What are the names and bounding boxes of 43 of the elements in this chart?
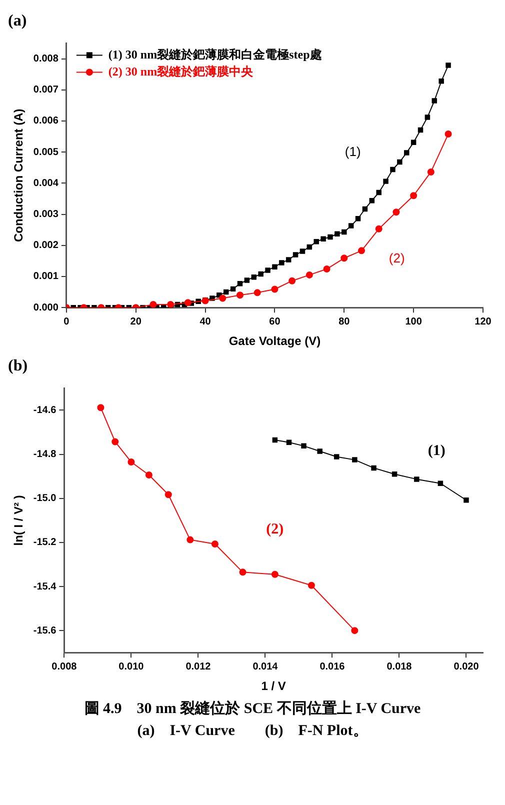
legend-label: (2) 30 nm裂縫於鈀薄膜中央 bbox=[108, 64, 254, 78]
y-tick-label: 0.004 bbox=[33, 178, 59, 189]
series-label: (1) bbox=[428, 443, 446, 460]
y-tick-label: -14.8 bbox=[33, 449, 57, 460]
y-tick-label: -14.6 bbox=[33, 404, 57, 416]
y-axis-title: ln( I / V² ) bbox=[12, 495, 26, 546]
y-axis-title: Conduction Current (A) bbox=[12, 108, 26, 242]
caption: 圖 4.9 30 nm 裂縫位於 SCE 不同位置上 I-V Curve bbox=[83, 699, 422, 719]
legend-label: (1) 30 nm裂縫於鈀薄膜和白金電極step處 bbox=[108, 47, 322, 62]
x-tick-label: 0.012 bbox=[186, 661, 212, 672]
y-tick-label: 0.008 bbox=[33, 54, 59, 65]
y-tick-label: 0.001 bbox=[33, 271, 59, 282]
chart-title: (b) bbox=[8, 358, 28, 375]
annotation: (1) bbox=[344, 144, 361, 160]
y-tick-label: -15.4 bbox=[33, 581, 57, 592]
x-axis-title: 1 / V bbox=[261, 679, 286, 694]
y-tick-label: 0.007 bbox=[33, 84, 59, 96]
x-axis-title: Gate Voltage (V) bbox=[228, 334, 321, 348]
y-tick-label: 0.000 bbox=[33, 302, 59, 314]
x-tick-label: 20 bbox=[130, 316, 142, 328]
y-tick-label: 0.003 bbox=[33, 209, 59, 220]
y-tick-label: -15.0 bbox=[33, 493, 57, 504]
y-tick-label: 0.005 bbox=[33, 146, 59, 158]
x-tick-label: 60 bbox=[269, 316, 281, 328]
y-tick-label: 0.006 bbox=[33, 116, 59, 127]
x-tick-label: 0.014 bbox=[252, 661, 278, 672]
x-tick-label: 40 bbox=[200, 316, 212, 328]
x-tick-label: 0 bbox=[64, 316, 70, 328]
y-tick-label: -15.6 bbox=[33, 625, 57, 636]
y-tick-label: -15.2 bbox=[33, 537, 57, 548]
x-tick-label: 100 bbox=[405, 316, 422, 328]
annotation: (2) bbox=[388, 250, 405, 266]
chart-title: (a) bbox=[8, 12, 27, 30]
x-tick-label: 0.008 bbox=[52, 661, 78, 672]
x-tick-label: 0.016 bbox=[320, 661, 346, 672]
y-tick-label: 0.002 bbox=[33, 240, 59, 252]
x-tick-label: 120 bbox=[474, 316, 492, 328]
x-tick-label: 0.010 bbox=[118, 661, 144, 672]
x-tick-label: 0.020 bbox=[454, 661, 480, 672]
x-tick-label: 0.018 bbox=[386, 661, 412, 672]
text: (a) I-V Curve (b) F-N Plot。 bbox=[136, 722, 369, 741]
x-tick-label: 80 bbox=[338, 316, 350, 328]
text: (2) bbox=[266, 521, 284, 538]
